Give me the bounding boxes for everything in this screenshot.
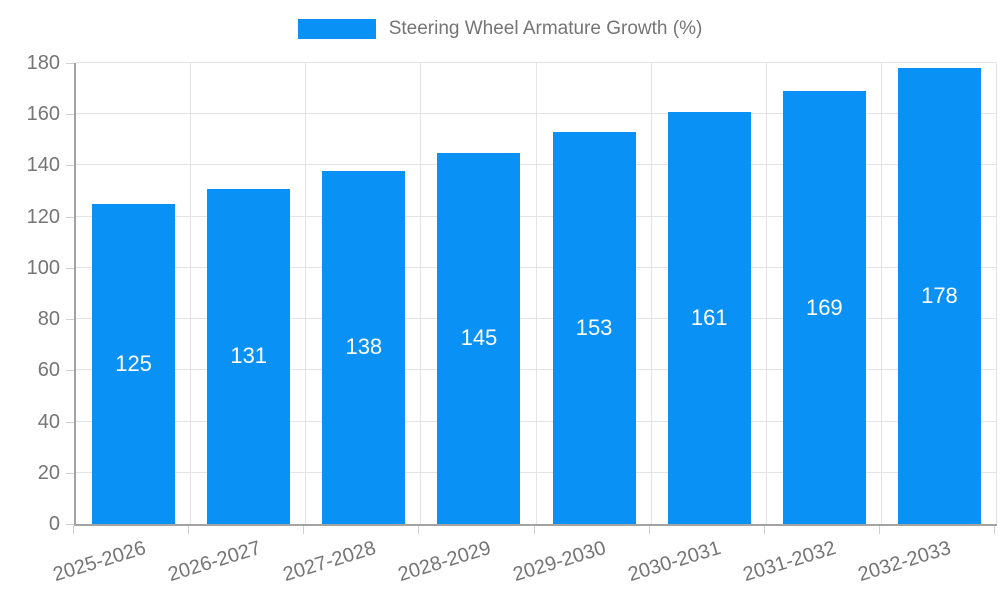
gridline-h bbox=[76, 420, 997, 422]
gridline-v bbox=[190, 63, 192, 524]
y-tick-mark bbox=[66, 524, 74, 525]
bar-value-label: 178 bbox=[921, 283, 958, 309]
bar[interactable]: 125 bbox=[92, 203, 176, 524]
x-tick-mark bbox=[533, 526, 535, 534]
bar[interactable]: 169 bbox=[782, 91, 866, 524]
legend-swatch bbox=[297, 19, 376, 39]
gridline-v bbox=[305, 63, 307, 524]
y-tick-mark bbox=[66, 216, 74, 218]
y-tick-label: 80 bbox=[37, 308, 60, 331]
x-tick-mark bbox=[994, 526, 995, 534]
bar[interactable]: 138 bbox=[322, 170, 406, 524]
bar-value-label: 169 bbox=[805, 294, 843, 320]
y-tick-label: 0 bbox=[48, 513, 60, 535]
y-tick-label: 180 bbox=[26, 52, 60, 74]
bar[interactable]: 153 bbox=[552, 132, 636, 524]
gridline-v bbox=[650, 63, 652, 524]
bar-value-label: 131 bbox=[230, 343, 268, 369]
y-tick-label: 120 bbox=[26, 205, 60, 228]
x-tick-mark bbox=[878, 526, 880, 534]
x-tick-mark bbox=[648, 526, 650, 534]
bar[interactable]: 161 bbox=[667, 111, 751, 524]
y-tick-mark bbox=[66, 472, 74, 474]
gridline-v bbox=[535, 63, 537, 524]
bar-value-label: 138 bbox=[345, 334, 383, 360]
y-tick-mark bbox=[66, 370, 74, 372]
bar-value-label: 145 bbox=[460, 325, 498, 351]
y-tick-mark bbox=[66, 114, 74, 116]
gridline-v bbox=[765, 63, 767, 524]
gridline-h bbox=[76, 318, 997, 320]
x-tick-mark bbox=[303, 526, 305, 534]
x-tick-mark bbox=[418, 526, 420, 534]
y-tick-label: 40 bbox=[37, 410, 60, 433]
gridline-h bbox=[76, 62, 997, 63]
legend-label: Steering Wheel Armature Growth (%) bbox=[388, 18, 703, 39]
x-tick-mark bbox=[763, 526, 765, 534]
x-tick-mark bbox=[188, 526, 190, 534]
x-tick-mark bbox=[73, 526, 74, 534]
gridline-v bbox=[996, 63, 997, 524]
bar-value-label: 161 bbox=[690, 304, 728, 330]
plot-area: 125 131 138 145 153 161 169 178 bbox=[74, 62, 997, 526]
bar-value-label: 153 bbox=[575, 315, 613, 341]
gridline-h bbox=[76, 113, 997, 115]
y-tick-mark bbox=[66, 165, 74, 167]
y-tick-mark bbox=[66, 421, 74, 423]
bar[interactable]: 131 bbox=[207, 188, 291, 524]
gridline-h bbox=[76, 266, 997, 268]
gridline-v bbox=[880, 63, 882, 524]
y-tick-mark bbox=[66, 267, 74, 269]
y-tick-mark bbox=[66, 63, 74, 64]
bar-value-label: 125 bbox=[115, 350, 152, 376]
legend-item[interactable]: Steering Wheel Armature Growth (%) bbox=[0, 18, 1000, 40]
gridline-v bbox=[420, 63, 422, 524]
bar[interactable]: 178 bbox=[897, 68, 981, 524]
gridline-h bbox=[76, 471, 997, 473]
y-tick-label: 100 bbox=[26, 256, 60, 279]
y-tick-label: 140 bbox=[26, 154, 60, 177]
gridline-h bbox=[76, 215, 997, 217]
y-tick-mark bbox=[66, 319, 74, 321]
y-tick-label: 20 bbox=[37, 461, 60, 484]
y-tick-label: 160 bbox=[26, 103, 60, 126]
gridline-h bbox=[76, 369, 997, 371]
y-tick-label: 60 bbox=[37, 359, 60, 382]
gridline-h bbox=[76, 164, 997, 166]
bar[interactable]: 145 bbox=[437, 152, 521, 524]
